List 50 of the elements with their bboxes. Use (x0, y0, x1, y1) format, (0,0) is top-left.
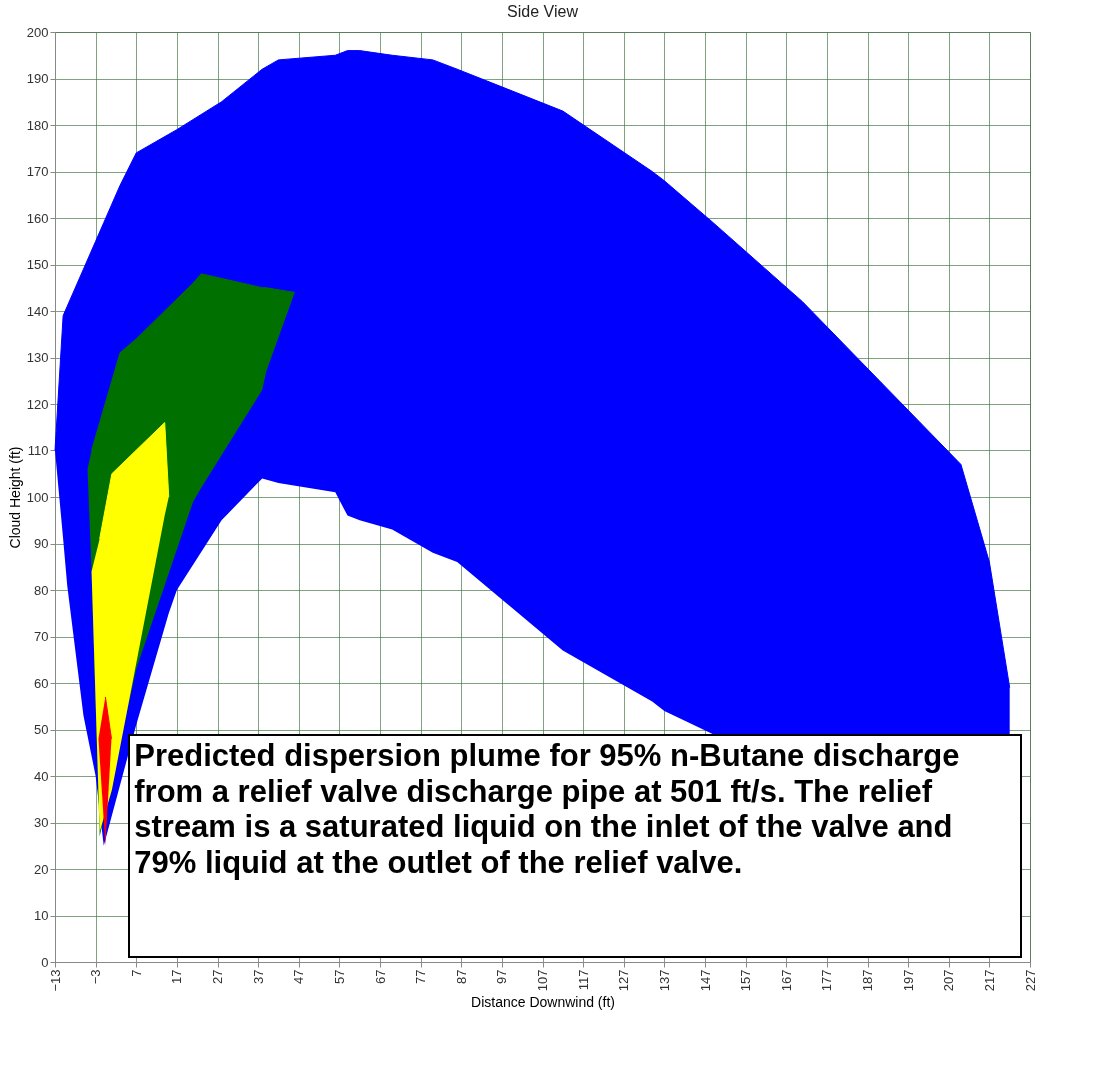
y-tick-label: 170 (26, 164, 49, 179)
note-box: Predicted dispersion plume for 95% n-Butane discharge from a relief valve discharge pipe at 501 ft/s. The relief stream is a saturated liquid on the inlet of the valve and 79% liquid at the outlet of the relief valve. (128, 734, 1022, 958)
y-tick-label: 40 (34, 768, 49, 784)
x-tick-label: 57 (331, 969, 347, 984)
x-tick-label: 77 (413, 969, 429, 984)
x-tick-label: 227 (1022, 969, 1038, 992)
x-tick-label: 87 (453, 969, 469, 984)
y-axis-title: Cloud Height (ft) (6, 446, 23, 549)
x-tick-label: 147 (697, 969, 713, 992)
y-tick-label: 60 (34, 675, 49, 691)
y-tick-label: 150 (26, 257, 49, 272)
y-tick-label: 80 (34, 582, 49, 598)
y-tick-label: 70 (34, 629, 49, 644)
y-tick-label: 100 (26, 489, 49, 505)
y-tick-label: 190 (26, 71, 49, 86)
y-tick-label: 200 (26, 24, 49, 40)
x-tick-label: 137 (656, 969, 672, 992)
y-tick-label: 110 (27, 443, 49, 458)
x-tick-label: 67 (372, 969, 388, 984)
x-tick-label: 117 (575, 969, 591, 991)
x-tick-label: −3 (88, 969, 104, 985)
y-tick-label: 130 (26, 350, 49, 365)
x-axis-title: Distance Downwind (ft) (471, 993, 615, 1010)
x-tick-label: 27 (210, 969, 225, 984)
y-tick-label: 0 (41, 954, 49, 970)
y-tick-label: 10 (34, 908, 49, 923)
y-tick-label: 140 (26, 303, 49, 319)
x-tick-label: 7 (128, 969, 144, 977)
y-tick-label: 90 (34, 536, 49, 551)
y-tick-label: 50 (34, 722, 49, 737)
x-tick-label: 97 (494, 969, 510, 984)
x-tick-label: 177 (819, 969, 835, 992)
x-tick-label: 167 (778, 969, 794, 992)
x-tick-label: 157 (738, 969, 754, 992)
x-tick-label: 17 (169, 969, 185, 984)
x-tick-label: 197 (900, 969, 916, 992)
y-tick-label: 160 (26, 210, 49, 226)
x-tick-label: 187 (860, 969, 875, 992)
y-tick-label: 180 (26, 117, 49, 133)
x-tick-label: 127 (616, 969, 632, 992)
x-tick-label: −13 (47, 969, 63, 992)
x-tick-label: 37 (250, 969, 266, 984)
x-tick-label: 47 (291, 969, 307, 984)
x-tick-label: 207 (941, 969, 957, 992)
y-tick-label: 20 (34, 861, 49, 877)
y-tick-label: 30 (34, 815, 49, 830)
x-tick-label: 107 (535, 969, 550, 992)
x-tick-label: 217 (981, 969, 997, 992)
y-tick-label: 120 (26, 396, 49, 412)
chart-title: Side View (507, 3, 579, 20)
